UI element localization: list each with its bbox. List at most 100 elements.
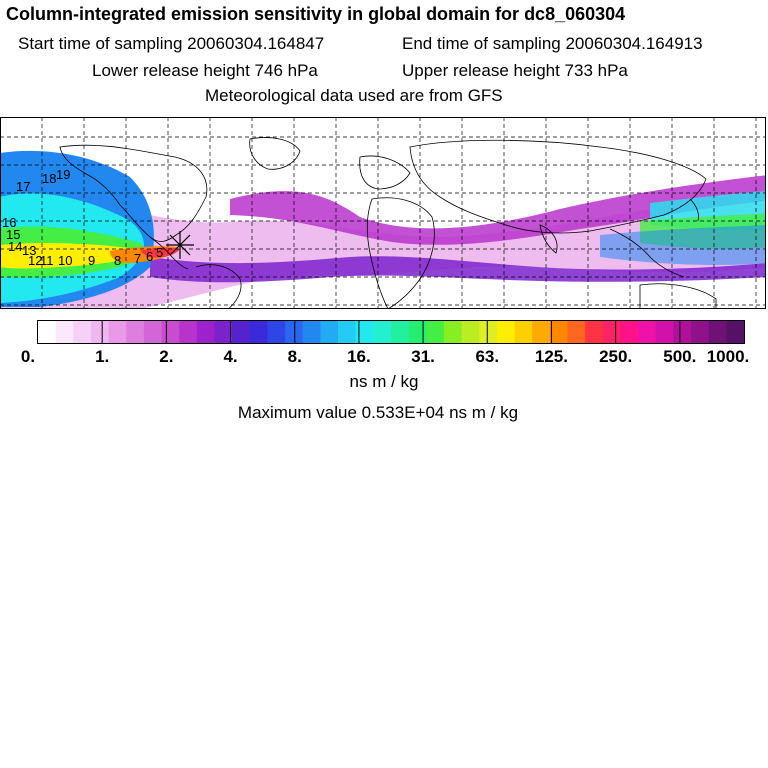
colorbar-cell	[655, 321, 674, 343]
plume-yellow	[0, 243, 150, 269]
colorbar-tick-label: 16.	[347, 347, 371, 366]
day-label-10: 10	[58, 253, 72, 268]
colorbar-cell	[38, 321, 57, 343]
day-label-17: 17	[16, 179, 30, 194]
colorbar-cell	[302, 321, 321, 343]
colorbar-cell	[443, 321, 462, 343]
colorbar-cell	[55, 321, 74, 343]
colorbar-cell	[73, 321, 92, 343]
colorbar-cell	[285, 321, 304, 343]
colorbar-tick-label: 2.	[159, 347, 173, 366]
plume-band-upper	[230, 175, 766, 245]
colorbar-cell	[249, 321, 268, 343]
colorbar: 0. 1. 2. 4. 8. 16. 31. 63. 125. 250. 500. 1000.	[21, 320, 749, 366]
colorbar-cell	[355, 321, 374, 343]
day-label-15: 15	[6, 227, 20, 242]
europe-outline	[359, 155, 411, 190]
map-frame	[0, 117, 766, 309]
plume-east-blue	[600, 225, 766, 265]
australia-outline	[639, 283, 717, 309]
southeast-asia-outline	[609, 228, 685, 278]
africa-outline	[366, 197, 435, 309]
day-label-16: 16	[2, 215, 16, 230]
colorbar-frame	[37, 320, 745, 344]
colorbar-tick-label: 125.	[535, 347, 568, 366]
colorbar-tick-labels: 0. 1. 2. 4. 8. 16. 31. 63. 125. 250. 500. 1000.	[21, 347, 749, 366]
colorbar-unit-label: ns m / kg	[349, 372, 419, 391]
colorbar-cell	[549, 321, 568, 343]
colorbar-cell	[514, 321, 533, 343]
colorbar-cell	[585, 321, 604, 343]
end-time-label: End time of sampling 20060304.164913	[402, 34, 703, 53]
colorbar-tick-label: 4.	[223, 347, 237, 366]
colorbar-cell	[461, 321, 480, 343]
colorbar-cell	[496, 321, 515, 343]
colorbar-tick-label: 31.	[411, 347, 435, 366]
colorbar-cell	[161, 321, 180, 343]
day-label-11: 11	[40, 253, 54, 268]
colorbar-tick-label: 1000.	[707, 347, 750, 366]
day-label-14: 14	[8, 239, 22, 254]
colorbar-cell	[108, 321, 127, 343]
day-label-19: 19	[56, 167, 70, 182]
colorbar-cell	[691, 321, 710, 343]
day-label-13: 13	[22, 243, 36, 258]
receptor-marker	[166, 231, 194, 259]
colorbar-cell	[232, 321, 251, 343]
central-america-outline	[149, 236, 189, 270]
colorbar-cell	[126, 321, 145, 343]
colorbar-cells	[38, 321, 745, 343]
coastlines	[59, 137, 717, 309]
colorbar-tick-label: 250.	[599, 347, 632, 366]
colorbar-cell	[602, 321, 621, 343]
colorbar-tick-label: 500.	[663, 347, 696, 366]
colorbar-cell	[179, 321, 198, 343]
colorbar-cell	[408, 321, 427, 343]
day-label-12: 12	[28, 253, 42, 268]
colorbar-cell	[426, 321, 445, 343]
asia-outline	[409, 139, 707, 234]
colorbar-tick-label: 0.	[21, 347, 35, 366]
day-label-5: 5	[156, 245, 163, 260]
day-label-7: 7	[134, 251, 141, 266]
sensitivity-map: 19 18 17 16 15 14 13 12 11 10 9 8 7 6 5	[0, 117, 766, 309]
plume-layer	[0, 150, 766, 309]
colorbar-ticks	[101, 321, 681, 343]
colorbar-cell	[673, 321, 692, 343]
colorbar-cell	[391, 321, 410, 343]
south-america-outline	[195, 264, 242, 309]
day-label-8: 8	[114, 253, 121, 268]
start-time-label: Start time of sampling 20060304.164847	[18, 34, 325, 53]
plume-band-lower	[150, 256, 766, 283]
colorbar-tick-label: 63.	[475, 347, 499, 366]
colorbar-cell	[196, 321, 215, 343]
colorbar-cell	[320, 321, 339, 343]
colorbar-cell	[638, 321, 657, 343]
met-data-label: Meteorological data used are from GFS	[205, 86, 503, 105]
colorbar-cell	[90, 321, 109, 343]
day-label-9: 9	[88, 253, 95, 268]
colorbar-cell	[479, 321, 498, 343]
maximum-value-label: Maximum value 0.533E+04 ns m / kg	[237, 403, 519, 422]
india-outline	[539, 224, 558, 254]
lower-release-label: Lower release height 746 hPa	[92, 61, 318, 80]
colorbar-cell	[532, 321, 551, 343]
colorbar-cell	[567, 321, 586, 343]
colorbar-cell	[708, 321, 727, 343]
day-label-18: 18	[42, 171, 56, 186]
colorbar-cell	[373, 321, 392, 343]
day-label-6: 6	[146, 249, 153, 264]
colorbar-tick-label: 8.	[288, 347, 302, 366]
colorbar-cell	[267, 321, 286, 343]
north-america-outline	[59, 144, 208, 242]
colorbar-cell	[726, 321, 745, 343]
graticule	[0, 117, 766, 309]
colorbar-tick-label: 1.	[95, 347, 109, 366]
colorbar-cell	[620, 321, 639, 343]
japan-outline	[689, 198, 699, 222]
colorbar-cell	[214, 321, 233, 343]
colorbar-cell	[143, 321, 162, 343]
plot-title: Column-integrated emission sensitivity i…	[6, 4, 626, 24]
upper-release-label: Upper release height 733 hPa	[402, 61, 628, 80]
colorbar-cell	[338, 321, 357, 343]
